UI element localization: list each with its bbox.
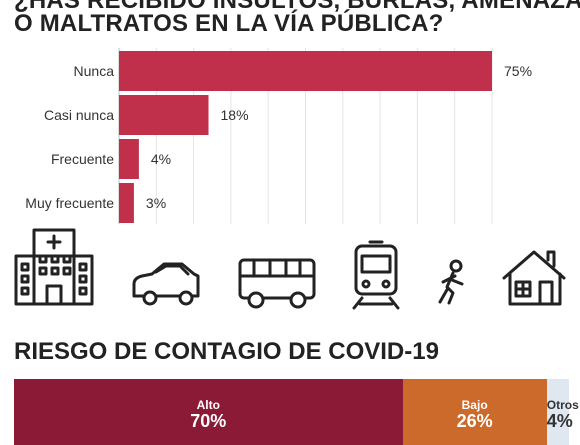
walking-person-icon xyxy=(438,259,464,305)
value-label: 18% xyxy=(221,107,249,123)
segment-label: Bajo xyxy=(461,398,488,412)
place-icons-row xyxy=(0,220,580,320)
chart-title-line-2: O MALTRATOS EN LA VÍA PÚBLICA? xyxy=(14,10,444,37)
bus-icon xyxy=(238,258,316,309)
bar-chart: Nunca 75% Casi nunca 18% Frecuente 4% Muy frec… xyxy=(25,48,532,224)
segment-value: 4% xyxy=(546,411,573,431)
value-label: 3% xyxy=(146,195,166,211)
value-label: 4% xyxy=(151,151,171,167)
segment-value: 70% xyxy=(190,411,227,431)
risk-stacked-bar: Alto 70% Bajo 26% Otros 4% xyxy=(14,379,579,445)
segment-label: Otros xyxy=(546,398,579,412)
chart-title-line-1: ¿HAS RECIBIDO INSULTOS, BURLAS, AMENAZAS xyxy=(14,0,580,14)
segment-value: 26% xyxy=(456,411,493,431)
bar-frecuente xyxy=(119,139,139,179)
train-icon xyxy=(352,240,400,310)
category-label: Casi nunca xyxy=(44,107,114,123)
bar-muy-frecuente xyxy=(119,183,134,223)
risk-segment-alto: Alto 70% xyxy=(14,379,403,445)
value-label: 75% xyxy=(504,63,532,79)
category-label: Muy frecuente xyxy=(25,195,114,211)
risk-chart-title: RIESGO DE CONTAGIO DE COVID-19 xyxy=(14,338,439,365)
category-label: Nunca xyxy=(74,63,115,79)
bar-nunca xyxy=(119,51,492,91)
bar-casi-nunca xyxy=(119,95,209,135)
category-label: Frecuente xyxy=(51,151,114,167)
hospital-icon xyxy=(14,228,94,306)
risk-segment-otros: Otros 4% xyxy=(546,379,579,445)
car-icon xyxy=(132,262,200,306)
segment-label: Alto xyxy=(196,398,220,412)
house-icon xyxy=(502,250,566,306)
risk-segment-bajo: Bajo 26% xyxy=(402,379,547,445)
